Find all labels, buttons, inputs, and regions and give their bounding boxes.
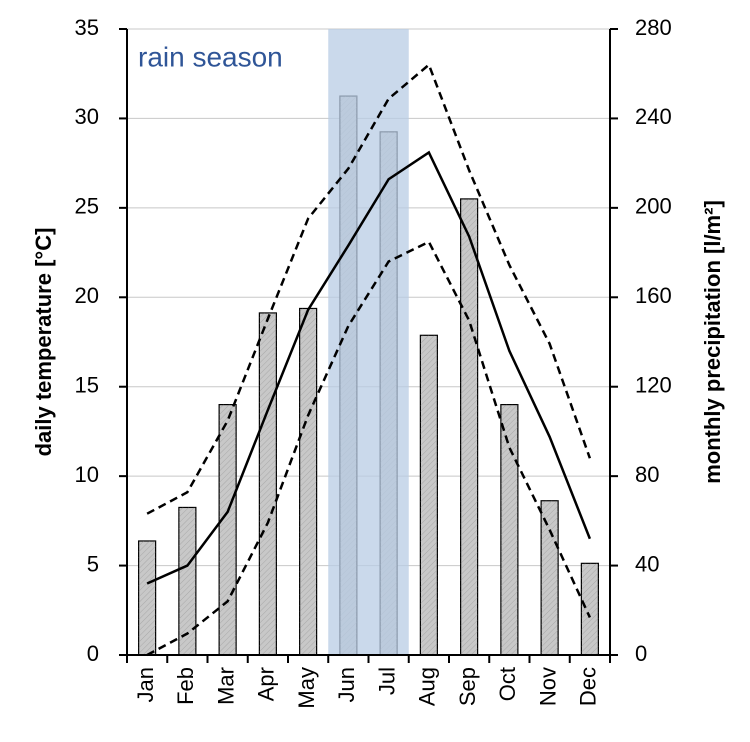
y-tick-label: 35 [75,15,99,40]
y2-tick-label: 240 [635,104,672,129]
x-tick-label: Aug [415,667,440,706]
bar-hatch [420,335,438,655]
bar-hatch [541,500,559,655]
bar-hatch [259,312,277,655]
y2-tick-label: 80 [635,462,659,487]
x-tick-label: Jul [374,667,399,695]
y-axis-title: daily temperature [°C] [31,228,56,457]
y-tick-label: 20 [75,283,99,308]
x-tick-label: Oct [495,667,520,701]
y2-tick-label: 40 [635,551,659,576]
y2-tick-label: 0 [635,641,647,666]
x-tick-label: Mar [213,667,238,705]
bar-hatch [500,404,518,655]
x-tick-label: Sep [455,667,480,706]
highlight-label: rain season [138,41,283,72]
line [146,62,592,515]
bar-hatch [138,540,156,655]
x-tick-label: Jun [334,667,359,702]
x-tick-label: Jan [133,667,158,702]
y-tick-label: 0 [87,641,99,666]
bar-hatch [219,404,237,655]
y-tick-label: 25 [75,194,99,219]
y-tick-label: 10 [75,462,99,487]
y2-axis-title: monthly precipitation [l/m²] [700,200,725,484]
bar-hatch [581,563,599,655]
y-tick-label: 5 [87,551,99,576]
x-tick-label: Apr [254,667,279,701]
line [146,150,592,585]
x-tick-label: Dec [576,667,601,706]
bar-hatch [299,308,317,655]
x-tick-label: Nov [535,667,560,706]
line [146,240,592,657]
y2-tick-label: 280 [635,15,672,40]
y-tick-label: 15 [75,373,99,398]
y-tick-label: 30 [75,104,99,129]
bar-hatch [460,198,478,655]
x-tick-label: May [294,667,319,709]
y2-tick-label: 200 [635,194,672,219]
x-tick-label: Feb [173,667,198,705]
y2-tick-label: 120 [635,373,672,398]
bar-hatch [178,507,196,655]
y2-tick-label: 160 [635,283,672,308]
